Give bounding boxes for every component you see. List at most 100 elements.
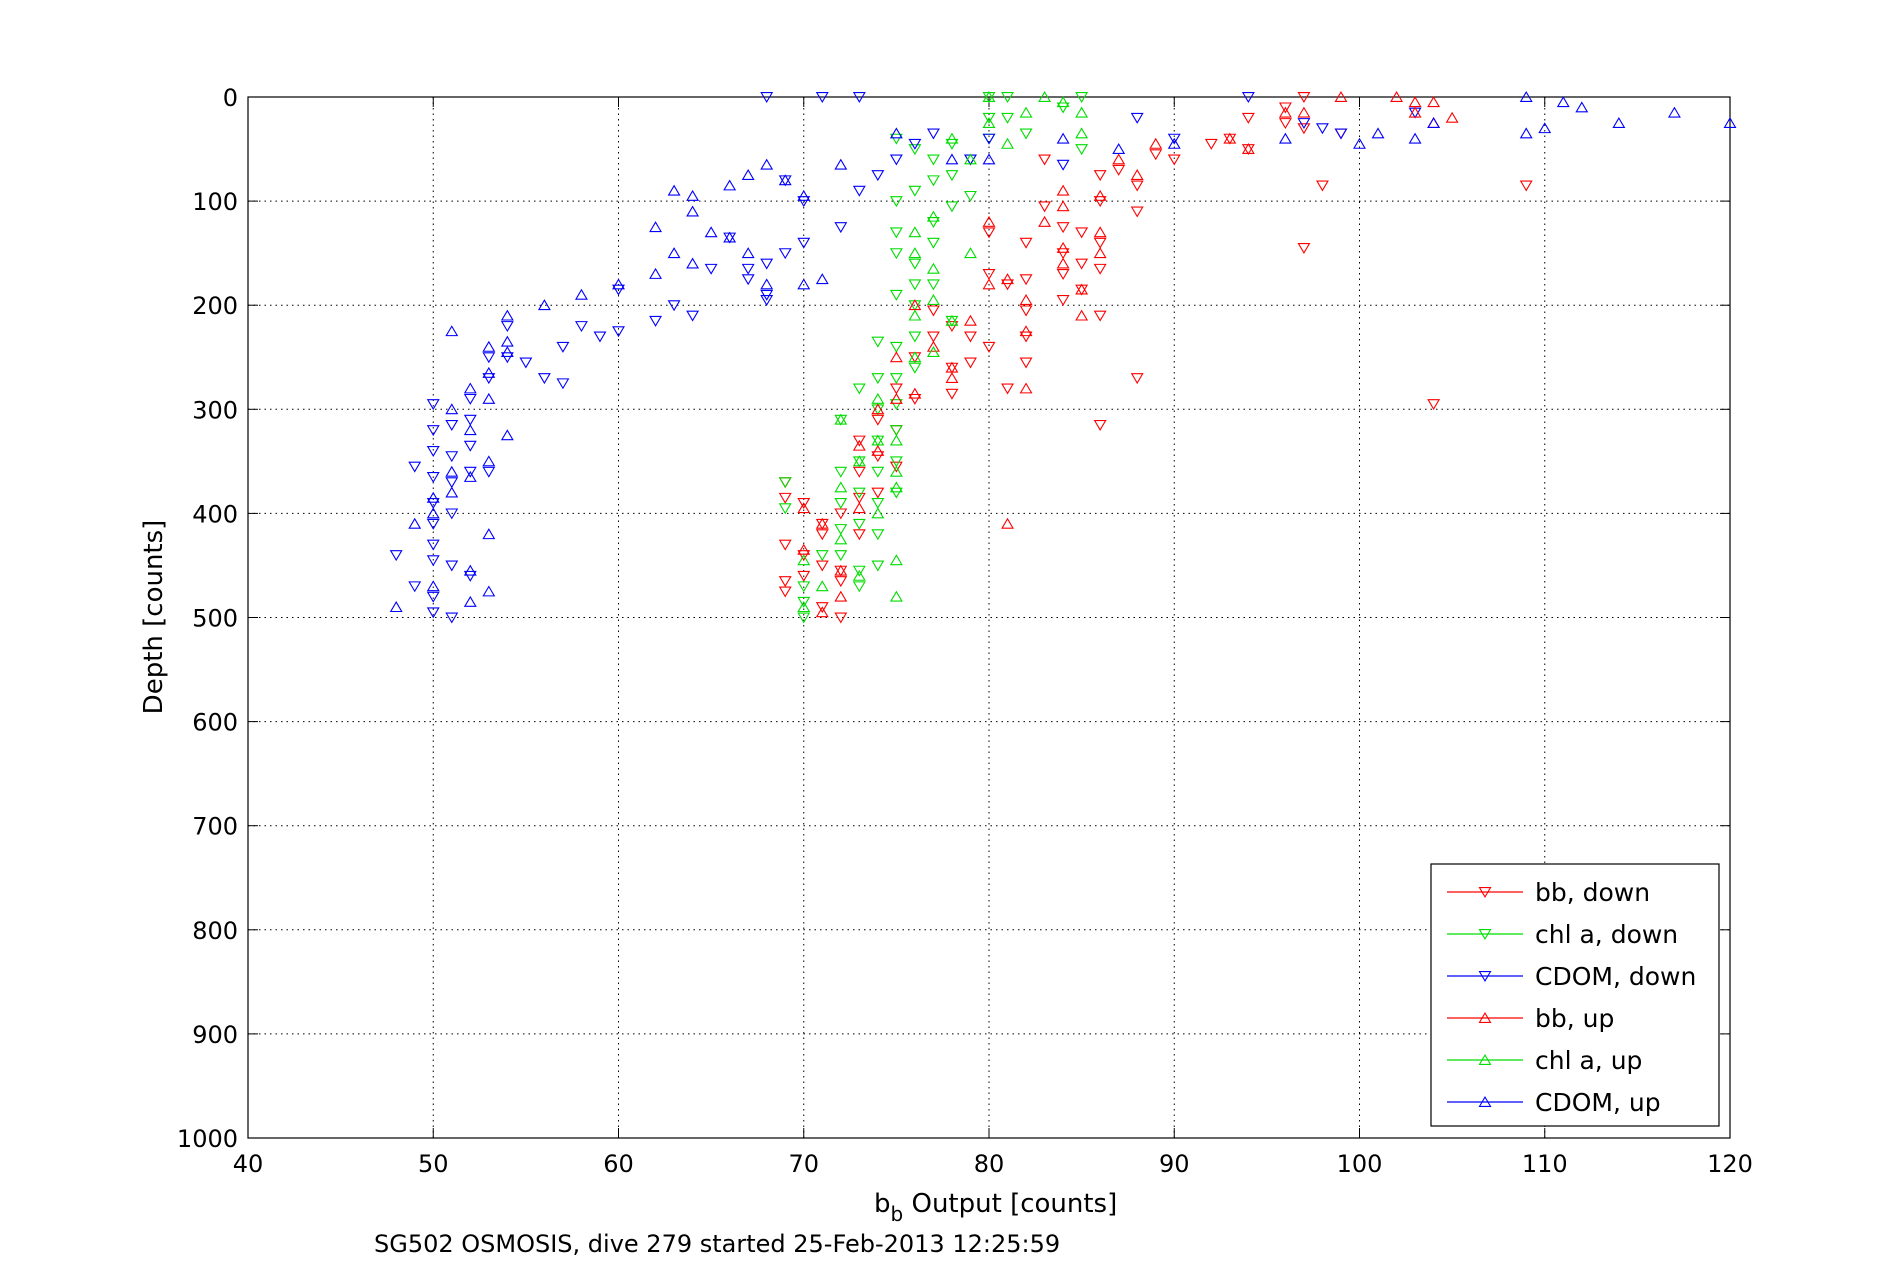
data-point	[908, 362, 922, 374]
legend-marker	[1478, 1095, 1492, 1107]
data-point	[889, 392, 903, 404]
legend-label: CDOM, up	[1535, 1088, 1661, 1117]
data-point	[463, 466, 477, 478]
data-point	[1075, 227, 1089, 239]
data-point	[1056, 269, 1070, 281]
data-point	[889, 465, 903, 477]
data-point	[871, 560, 885, 572]
data-point	[1241, 143, 1255, 154]
data-point	[1093, 263, 1107, 275]
data-point	[926, 175, 940, 187]
data-point	[889, 434, 903, 446]
data-point	[1075, 283, 1089, 295]
data-point	[1075, 106, 1089, 118]
x-tick-label: 90	[1159, 1150, 1190, 1178]
data-point	[1278, 118, 1292, 130]
data-point	[852, 581, 866, 593]
data-point	[945, 321, 959, 333]
data-point	[741, 263, 755, 275]
data-point	[426, 591, 440, 603]
data-point	[871, 170, 885, 182]
data-point	[797, 237, 811, 249]
y-tick-label: 600	[192, 709, 238, 737]
data-point	[1019, 237, 1033, 249]
data-point	[815, 602, 829, 614]
data-point	[1427, 399, 1441, 411]
data-point	[926, 331, 940, 343]
data-point	[926, 346, 940, 357]
data-point	[797, 278, 811, 290]
data-point	[852, 439, 866, 451]
data-point	[426, 399, 440, 411]
data-point	[1519, 127, 1533, 139]
data-point	[1334, 128, 1348, 140]
data-point	[463, 382, 477, 394]
series-chl-a-down	[778, 92, 1089, 624]
data-point	[852, 502, 866, 514]
data-point	[1371, 127, 1385, 139]
data-point	[1223, 132, 1237, 144]
data-point	[1056, 132, 1070, 144]
data-point	[982, 90, 996, 102]
data-point	[889, 425, 903, 437]
data-point	[926, 154, 940, 166]
data-point	[926, 305, 940, 317]
data-point	[889, 481, 903, 493]
data-point	[945, 153, 959, 165]
data-point	[945, 170, 959, 182]
data-point	[889, 461, 903, 473]
data-point	[926, 128, 940, 140]
data-point	[926, 293, 940, 305]
data-point	[889, 554, 903, 566]
data-point	[945, 132, 959, 144]
data-point	[889, 351, 903, 363]
data-point	[852, 435, 866, 447]
data-point	[1001, 273, 1014, 285]
y-tick-label: 100	[192, 188, 238, 216]
data-point	[945, 372, 959, 384]
data-point	[797, 498, 811, 510]
data-point	[482, 455, 496, 467]
legend-label: bb, up	[1535, 1004, 1614, 1033]
data-point	[1112, 153, 1126, 165]
data-point	[889, 456, 903, 468]
data-point	[519, 357, 533, 369]
data-point	[778, 539, 792, 551]
data-point	[760, 258, 774, 270]
y-tick-label: 500	[192, 605, 238, 633]
y-axis-label: Depth [counts]	[139, 520, 169, 715]
data-point	[871, 373, 885, 385]
data-point	[426, 539, 440, 551]
data-point	[1001, 112, 1014, 124]
data-point	[1056, 241, 1070, 253]
data-point	[926, 216, 940, 228]
data-point	[778, 477, 792, 489]
data-point	[667, 184, 681, 196]
data-point	[778, 174, 792, 186]
data-point	[1519, 90, 1533, 102]
data-point	[834, 222, 848, 234]
data-point	[945, 138, 959, 150]
data-point	[1001, 92, 1014, 104]
data-point	[445, 612, 459, 624]
data-point	[445, 451, 459, 463]
data-point	[1001, 279, 1014, 291]
data-point	[445, 325, 459, 337]
data-point	[871, 392, 885, 404]
data-point	[1093, 419, 1107, 431]
data-point	[574, 288, 588, 300]
data-point	[908, 351, 922, 363]
data-point	[1408, 132, 1422, 144]
data-point	[797, 601, 811, 613]
data-point	[778, 576, 792, 588]
legend-marker	[1478, 971, 1492, 983]
data-point	[649, 221, 663, 233]
series-cdom-up	[389, 90, 1737, 613]
data-point	[778, 248, 792, 260]
data-point	[1056, 222, 1070, 234]
data-point	[1297, 92, 1311, 104]
legend-marker	[1478, 887, 1492, 899]
data-point	[1056, 102, 1070, 114]
data-point	[1297, 106, 1311, 118]
